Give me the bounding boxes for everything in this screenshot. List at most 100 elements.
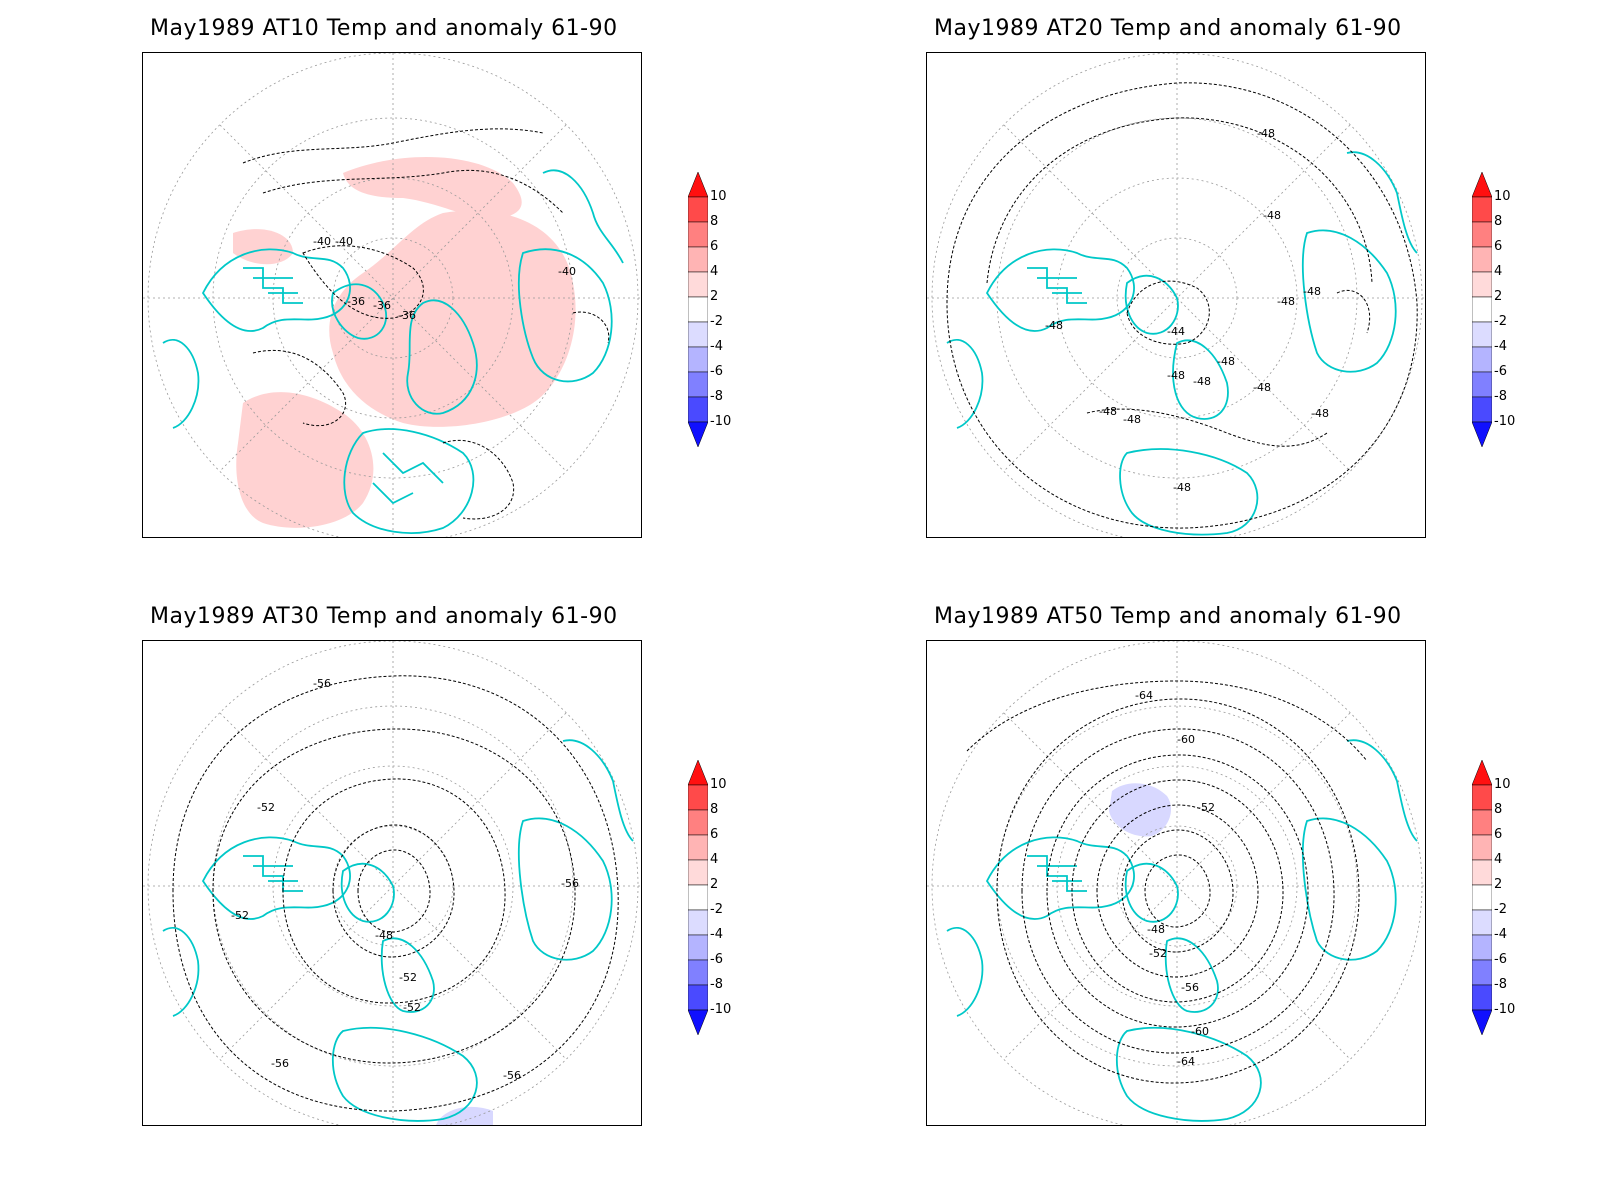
colorbar-label: 6 bbox=[1494, 239, 1503, 254]
contour-label: -48 bbox=[1311, 407, 1329, 420]
colorbar-label: -8 bbox=[710, 977, 723, 992]
colorbar-label: -10 bbox=[1494, 414, 1516, 429]
map-canvas: -56 -52 -52 -48 -52 -52 -56 -56 -56 bbox=[143, 641, 641, 1125]
colorbar: 10 8 6 4 2 -2 -4 -6 -8 -10 bbox=[1472, 760, 1542, 1040]
colorbar-label: 4 bbox=[710, 264, 719, 279]
coastlines bbox=[946, 151, 1418, 536]
polar-map: -48 -48 -48 -48 -44 -48 -48 -48 -48 -48 … bbox=[926, 52, 1426, 538]
colorbar-label: 2 bbox=[1494, 877, 1503, 892]
contour-label: -48 bbox=[1173, 481, 1191, 494]
contour-label: -52 bbox=[403, 1001, 421, 1014]
contour-label: -60 bbox=[1177, 733, 1195, 746]
colorbar-swatches bbox=[688, 760, 708, 1036]
colorbar-label: 10 bbox=[710, 189, 727, 204]
contour-label: -48 bbox=[1147, 923, 1165, 936]
colorbar-label: 10 bbox=[1494, 777, 1511, 792]
contour-labels: -40 -40 -40 -36 -36 -36 bbox=[313, 235, 576, 322]
colorbar-label: -10 bbox=[1494, 1002, 1516, 1017]
colorbar-label: -4 bbox=[710, 339, 723, 354]
contour-label: -52 bbox=[1149, 947, 1167, 960]
colorbar-label: 6 bbox=[710, 827, 719, 842]
anomaly-cool-region bbox=[1109, 783, 1172, 837]
colorbar-label: -2 bbox=[1494, 314, 1507, 329]
contour-label: -48 bbox=[1123, 413, 1141, 426]
colorbar-label: -4 bbox=[1494, 339, 1507, 354]
anomaly-warm-region bbox=[233, 156, 576, 528]
colorbar-swatches bbox=[1472, 760, 1492, 1036]
panel-at10: May1989 AT10 Temp and anomaly 61-90 bbox=[0, 0, 780, 600]
contour-label: -48 bbox=[1303, 285, 1321, 298]
colorbar-label: -10 bbox=[710, 414, 732, 429]
contour-label: -48 bbox=[1045, 319, 1063, 332]
coastlines bbox=[162, 169, 624, 534]
coastlines bbox=[946, 739, 1418, 1122]
contour-label: -56 bbox=[503, 1069, 521, 1082]
contour-label: -60 bbox=[1191, 1025, 1209, 1038]
contour-label: -56 bbox=[1181, 981, 1199, 994]
colorbar-label: 4 bbox=[1494, 264, 1503, 279]
contour-label: -48 bbox=[375, 929, 393, 942]
contour-label: -56 bbox=[271, 1057, 289, 1070]
map-canvas: -48 -48 -48 -48 -44 -48 -48 -48 -48 -48 … bbox=[927, 53, 1425, 537]
colorbar-swatches bbox=[1472, 172, 1492, 448]
contour-label: -52 bbox=[257, 801, 275, 814]
colorbar-label: -2 bbox=[710, 314, 723, 329]
contour-label: -36 bbox=[373, 299, 391, 312]
colorbar-label: -6 bbox=[1494, 952, 1507, 967]
contour-label: -48 bbox=[1257, 127, 1275, 140]
colorbar-label: 4 bbox=[1494, 852, 1503, 867]
panel-title: May1989 AT10 Temp and anomaly 61-90 bbox=[150, 16, 618, 41]
contour-labels: -48 -48 -48 -48 -44 -48 -48 -48 -48 -48 … bbox=[1045, 127, 1329, 494]
contour-label: -48 bbox=[1099, 405, 1117, 418]
colorbar-label: 8 bbox=[1494, 802, 1503, 817]
colorbar-label: 2 bbox=[710, 289, 719, 304]
contour-label: -48 bbox=[1263, 209, 1281, 222]
colorbar-label: -6 bbox=[710, 952, 723, 967]
colorbar-label: -6 bbox=[710, 364, 723, 379]
colorbar-label: -8 bbox=[1494, 977, 1507, 992]
colorbar-label: 10 bbox=[710, 777, 727, 792]
contours bbox=[946, 82, 1418, 529]
colorbar-label: -4 bbox=[1494, 927, 1507, 942]
contour-label: -52 bbox=[231, 909, 249, 922]
colorbar-label: 8 bbox=[710, 802, 719, 817]
contour-label: -40 bbox=[335, 235, 353, 248]
contour-labels: -64 -60 -52 -48 -52 -56 -60 -64 bbox=[1135, 689, 1215, 1068]
colorbar-label: -8 bbox=[710, 389, 723, 404]
colorbar: 10 8 6 4 2 -2 -4 -6 -8 -10 bbox=[688, 172, 758, 452]
colorbar-label: 10 bbox=[1494, 189, 1511, 204]
colorbar-label: 2 bbox=[1494, 289, 1503, 304]
polar-map: -40 -40 -40 -36 -36 -36 bbox=[142, 52, 642, 538]
contour-label: -64 bbox=[1177, 1055, 1195, 1068]
colorbar-label: 4 bbox=[710, 852, 719, 867]
contours bbox=[242, 128, 610, 520]
contour-labels: -56 -52 -52 -48 -52 -52 -56 -56 -56 bbox=[231, 677, 579, 1082]
colorbar-label: -8 bbox=[1494, 389, 1507, 404]
panel-at30: May1989 AT30 Temp and anomaly 61-90 bbox=[0, 588, 780, 1188]
colorbar-label: 2 bbox=[710, 877, 719, 892]
contour-label: -52 bbox=[399, 971, 417, 984]
panel-title: May1989 AT50 Temp and anomaly 61-90 bbox=[934, 604, 1402, 629]
contour-label: -52 bbox=[1197, 801, 1215, 814]
polar-map: -56 -52 -52 -48 -52 -52 -56 -56 -56 bbox=[142, 640, 642, 1126]
colorbar-swatches bbox=[688, 172, 708, 448]
colorbar-label: 8 bbox=[1494, 214, 1503, 229]
colorbar: 10 8 6 4 2 -2 -4 -6 -8 -10 bbox=[688, 760, 758, 1040]
contour-label: -36 bbox=[398, 309, 416, 322]
contour-label: -36 bbox=[347, 295, 365, 308]
contour-label: -48 bbox=[1217, 355, 1235, 368]
colorbar-label: -2 bbox=[710, 902, 723, 917]
lat-lon-grid bbox=[143, 53, 641, 537]
contours bbox=[172, 675, 619, 1112]
coastlines bbox=[162, 739, 634, 1122]
panel-at20: May1989 AT20 Temp and anomaly 61-90 bbox=[784, 0, 1564, 600]
contour-label: -48 bbox=[1277, 295, 1295, 308]
contour-label: -40 bbox=[313, 235, 331, 248]
contour-label: -40 bbox=[558, 265, 576, 278]
anomaly-cool-region bbox=[436, 1106, 493, 1125]
contour-label: -48 bbox=[1167, 369, 1185, 382]
colorbar-label: 8 bbox=[710, 214, 719, 229]
contour-label: -56 bbox=[313, 677, 331, 690]
colorbar: 10 8 6 4 2 -2 -4 -6 -8 -10 bbox=[1472, 172, 1542, 452]
colorbar-label: -10 bbox=[710, 1002, 732, 1017]
